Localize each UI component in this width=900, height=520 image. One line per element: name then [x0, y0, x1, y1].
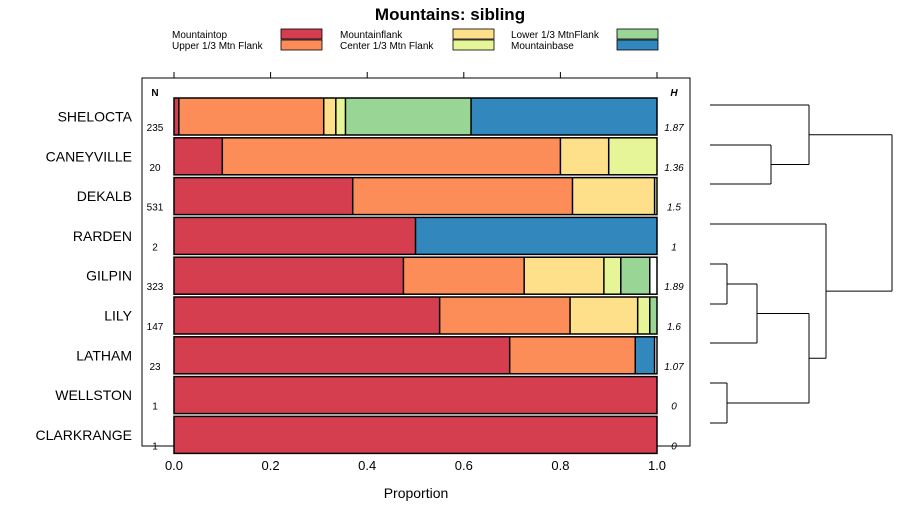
bar-segment-gilpin-mountaintop: [174, 257, 403, 294]
bar-segment-gilpin-upper-1-3-mtn-flank: [403, 257, 524, 294]
legend-swatch-lower-1-3-mtnflank: [617, 29, 658, 39]
h-label-dekalb: 1.5: [667, 203, 681, 214]
n-label-caneyville: 20: [149, 163, 161, 174]
bar-segment-shelocta-mountainflank: [324, 98, 336, 135]
bar-segment-latham-upper-1-3-mtn-flank: [510, 337, 636, 374]
bar-segment-lily-center-1-3-mtn-flank: [638, 297, 650, 334]
bar-segment-dekalb-mountaintop: [174, 178, 353, 215]
legend-label-upper-1-3-mtn-flank: Upper 1/3 Mtn Flank: [172, 41, 264, 52]
n-label-clarkrange: 1: [152, 441, 158, 452]
n-label-rarden: 2: [152, 242, 158, 253]
category-label-rarden: RARDEN: [73, 228, 132, 244]
category-label-shelocta: SHELOCTA: [58, 109, 133, 125]
legend-label-mountaintop: Mountaintop: [172, 30, 227, 41]
category-label-latham: LATHAM: [76, 347, 132, 363]
legend-swatch-upper-1-3-mtn-flank: [281, 40, 322, 50]
legend-label-mountainbase: Mountainbase: [511, 41, 574, 52]
h-label-latham: 1.07: [664, 362, 684, 373]
category-label-wellston: WELLSTON: [55, 387, 132, 403]
h-label-caneyville: 1.36: [664, 163, 684, 174]
x-tick-label: 0.6: [455, 458, 473, 473]
h-label-shelocta: 1.87: [664, 123, 684, 134]
bar-segment-clarkrange-mountaintop: [174, 416, 657, 453]
n-labels: 235 20 531 2 323 147 23 1 1: [147, 123, 164, 452]
chart-title: Mountains: sibling: [375, 5, 525, 24]
bar-segment-gilpin-center-1-3-mtn-flank: [604, 257, 621, 294]
bar-segment-shelocta-lower-1-3-mtnflank: [345, 98, 471, 135]
legend-swatch-center-1-3-mtn-flank: [453, 40, 494, 50]
category-label-lily: LILY: [104, 308, 132, 324]
bar-segment-caneyville-mountainflank: [560, 138, 608, 175]
x-axis-label: Proportion: [384, 485, 449, 501]
bar-segment-caneyville-center-1-3-mtn-flank: [609, 138, 657, 175]
legend-label-center-1-3-mtn-flank: Center 1/3 Mtn Flank: [340, 41, 434, 52]
n-label-latham: 23: [149, 362, 161, 373]
legend: Mountaintop Mountainflank Lower 1/3 MtnFla…: [172, 29, 658, 52]
h-label-wellston: 0: [671, 402, 677, 413]
n-header: N: [151, 88, 158, 99]
bar-segment-lily-mountaintop: [174, 297, 440, 334]
bars: [174, 98, 657, 453]
x-tick-label: 0.2: [262, 458, 280, 473]
category-label-clarkrange: CLARKRANGE: [36, 427, 132, 443]
stacked-bar-chart: Mountains: sibling Mountaintop Mountainfl…: [0, 0, 900, 520]
legend-label-mountainflank: Mountainflank: [340, 30, 403, 41]
bar-segment-caneyville-mountaintop: [174, 138, 222, 175]
legend-swatch-mountainbase: [617, 40, 658, 50]
bar-segment-latham-mountaintop: [174, 337, 510, 374]
category-label-gilpin: GILPIN: [86, 268, 132, 284]
legend-swatch-mountaintop: [281, 29, 322, 39]
n-label-lily: 147: [147, 322, 164, 333]
n-label-dekalb: 531: [147, 203, 164, 214]
x-tick-label: 0.4: [358, 458, 376, 473]
bar-segment-wellston-mountaintop: [174, 377, 657, 414]
bar-segment-latham-mountainbase: [635, 337, 654, 374]
bar-segment-rarden-mountaintop: [174, 217, 416, 254]
category-label-caneyville: CANEYVILLE: [46, 148, 132, 164]
bar-segment-gilpin-lower-1-3-mtnflank: [621, 257, 650, 294]
x-tick-label: 1.0: [648, 458, 666, 473]
category-labels: SHELOCTA CANEYVILLE DEKALB RARDEN GILPIN LILY…: [36, 109, 133, 443]
bar-segment-shelocta-center-1-3-mtn-flank: [336, 98, 346, 135]
legend-swatch-mountainflank: [453, 29, 494, 39]
h-label-lily: 1.6: [667, 322, 681, 333]
bar-segment-lily-mountainflank: [570, 297, 638, 334]
bar-segment-lily-upper-1-3-mtn-flank: [440, 297, 570, 334]
bar-segment-shelocta-mountainbase: [471, 98, 657, 135]
bar-segment-caneyville-upper-1-3-mtn-flank: [222, 138, 560, 175]
dendrogram: [710, 105, 892, 423]
category-label-dekalb: DEKALB: [77, 188, 132, 204]
h-label-gilpin: 1.89: [664, 282, 684, 293]
x-tick-label: 0.0: [165, 458, 183, 473]
n-label-shelocta: 235: [147, 123, 164, 134]
h-label-clarkrange: 0: [671, 441, 677, 452]
bar-segment-gilpin-mountainflank: [524, 257, 604, 294]
h-labels: 1.87 1.36 1.5 1 1.89 1.6 1.07 0 0: [664, 123, 684, 452]
n-label-wellston: 1: [152, 402, 158, 413]
bar-segment-lily-lower-1-3-mtnflank: [650, 297, 657, 334]
x-tick-label: 0.8: [551, 458, 569, 473]
bar-segment-shelocta-upper-1-3-mtn-flank: [179, 98, 324, 135]
bar-segment-dekalb-upper-1-3-mtn-flank: [353, 178, 573, 215]
h-header: H: [670, 88, 678, 99]
h-label-rarden: 1: [671, 242, 677, 253]
bar-segment-dekalb-mountainflank: [572, 178, 654, 215]
legend-label-lower-1-3-mtnflank: Lower 1/3 MtnFlank: [511, 30, 600, 41]
bar-segment-rarden-mountainbase: [416, 217, 658, 254]
n-label-gilpin: 323: [147, 282, 164, 293]
